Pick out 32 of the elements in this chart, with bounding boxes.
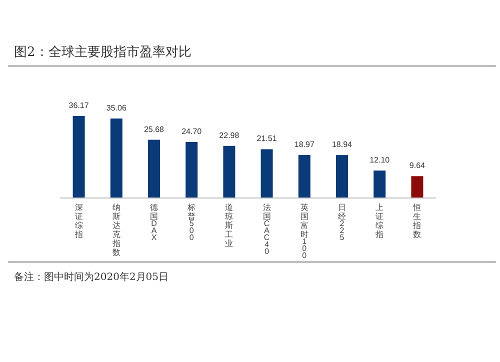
data-label: 35.06 xyxy=(106,104,127,113)
x-tick-label: 道琼斯工业 xyxy=(225,203,234,248)
x-tick-label: 上证综指 xyxy=(374,203,384,239)
data-label: 18.94 xyxy=(332,140,353,150)
bar xyxy=(411,176,424,198)
x-tick-label: 德国DAX xyxy=(150,203,158,242)
data-label: 18.97 xyxy=(294,140,315,149)
bar xyxy=(148,140,160,198)
x-tick-label: 法国CAC40 xyxy=(262,203,271,256)
data-label: 21.51 xyxy=(256,134,278,144)
x-tick-label: 日经225 xyxy=(338,203,346,242)
data-label: 36.17 xyxy=(68,101,90,110)
chart-title: 图2：全球主要股指市盈率对比 xyxy=(14,44,192,60)
bar xyxy=(110,118,122,198)
bar xyxy=(223,146,236,198)
data-label: 22.98 xyxy=(219,130,240,140)
bar xyxy=(72,116,85,198)
data-label: 24.70 xyxy=(182,127,202,136)
x-tick-label: 英国富时100 xyxy=(300,203,308,260)
bar xyxy=(186,142,198,198)
data-label: 12.10 xyxy=(370,156,390,165)
bar xyxy=(260,149,273,198)
x-tick-label: 标普500 xyxy=(186,203,196,242)
bar xyxy=(298,154,310,198)
x-tick-label: 深证综指 xyxy=(74,203,83,239)
x-tick-label: 纳斯达克指数 xyxy=(111,203,120,257)
data-label: 9.64 xyxy=(409,161,426,170)
x-tick-label: 恒生指数 xyxy=(412,203,422,239)
bar xyxy=(374,170,386,198)
text: 备注：图中时间为2020年2月05日 xyxy=(14,271,169,283)
data-label: 25.68 xyxy=(144,124,165,134)
bar xyxy=(336,155,348,198)
